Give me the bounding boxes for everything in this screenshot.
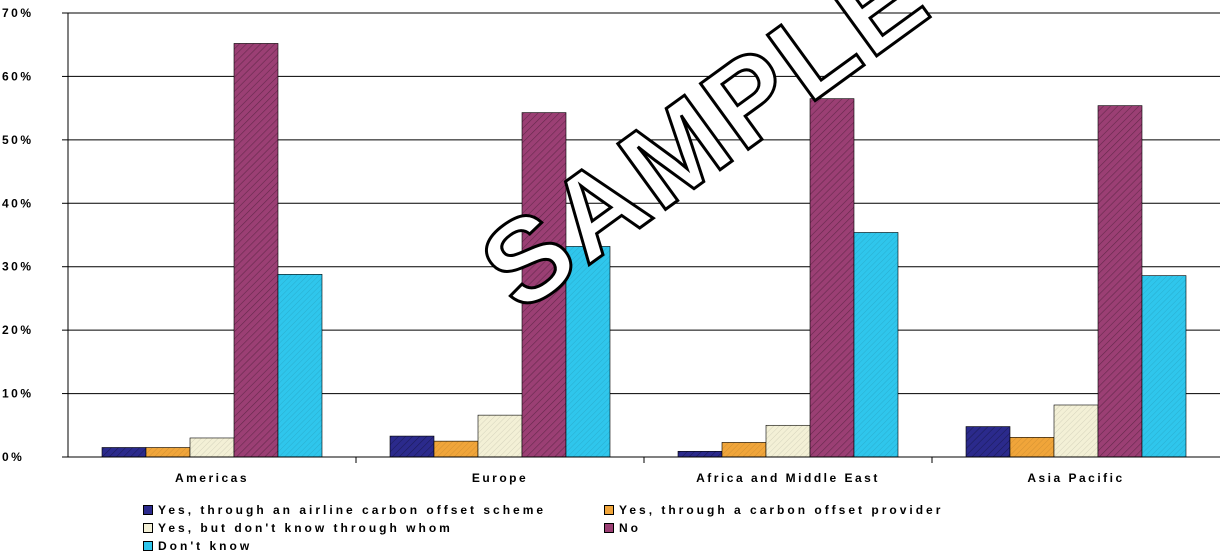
y-tick-label: 70% bbox=[2, 6, 34, 20]
bar-chart: 0% 10% 20% 30% 40% 50% 60% 70% Americas Europe Af… bbox=[2, 0, 1220, 485]
legend-swatch-dont-know bbox=[143, 541, 153, 551]
y-tick-label: 40% bbox=[2, 196, 34, 210]
y-tick-label: 0% bbox=[2, 450, 24, 464]
legend-label-dont-know-whom: Yes, but don't know through whom bbox=[158, 521, 453, 535]
legend-item-offset-provider: Yes, through a carbon offset provider bbox=[604, 503, 943, 517]
bar-asia-pacific-yes-but-don-t-know-through-whom bbox=[1053, 404, 1099, 458]
category-label-africa-and-middle-east: Africa and Middle East bbox=[696, 471, 880, 485]
legend-item-dont-know-whom: Yes, but don't know through whom bbox=[143, 521, 453, 535]
bar-africa-and-middle-east-yes-through-an-airline-carbon-offset-scheme bbox=[677, 450, 723, 458]
legend-swatch-airline-scheme bbox=[143, 505, 153, 515]
bar-americas-no bbox=[233, 43, 279, 458]
legend-swatch-no bbox=[604, 523, 614, 533]
y-tick-label: 20% bbox=[2, 323, 34, 337]
bar-africa-and-middle-east-don-t-know bbox=[853, 232, 899, 458]
legend-item-dont-know: Don't know bbox=[143, 539, 252, 553]
bar-americas-yes-but-don-t-know-through-whom bbox=[189, 437, 235, 458]
bar-europe-yes-through-a-carbon-offset-provider bbox=[433, 440, 479, 458]
bar-americas-don-t-know bbox=[277, 274, 323, 458]
legend-label-offset-provider: Yes, through a carbon offset provider bbox=[619, 503, 944, 517]
legend-label-airline-scheme: Yes, through an airline carbon offset sc… bbox=[158, 503, 547, 517]
legend-row-2: Yes, but don't know through whom No bbox=[143, 521, 1103, 539]
axes bbox=[67, 13, 1220, 458]
legend-row-1: Yes, through an airline carbon offset sc… bbox=[143, 503, 1103, 521]
legend: Yes, through an airline carbon offset sc… bbox=[143, 503, 1103, 557]
y-tick-label: 50% bbox=[2, 133, 34, 147]
legend-row-3: Don't know bbox=[143, 539, 1103, 557]
legend-label-no: No bbox=[619, 521, 641, 535]
bar-asia-pacific-don-t-know bbox=[1141, 275, 1187, 458]
legend-swatch-dont-know-whom bbox=[143, 523, 153, 533]
legend-item-airline-scheme: Yes, through an airline carbon offset sc… bbox=[143, 503, 546, 517]
legend-item-no: No bbox=[604, 521, 641, 535]
category-label-asia-pacific: Asia Pacific bbox=[1027, 471, 1124, 485]
bar-europe-yes-but-don-t-know-through-whom bbox=[477, 414, 523, 458]
category-labels: Americas Europe Africa and Middle East Asia… bbox=[175, 471, 1124, 485]
y-tick-label: 10% bbox=[2, 387, 34, 401]
bar-asia-pacific-yes-through-an-airline-carbon-offset-scheme bbox=[965, 426, 1011, 458]
legend-swatch-offset-provider bbox=[604, 505, 614, 515]
bar-africa-and-middle-east-no bbox=[809, 98, 855, 458]
bar-asia-pacific-no bbox=[1097, 105, 1143, 458]
bar-africa-and-middle-east-yes-but-don-t-know-through-whom bbox=[765, 424, 811, 458]
bar-africa-and-middle-east-yes-through-a-carbon-offset-provider bbox=[721, 442, 767, 458]
bar-americas-yes-through-a-carbon-offset-provider bbox=[145, 447, 191, 458]
y-tick-labels: 0% 10% 20% 30% 40% 50% 60% 70% bbox=[2, 6, 34, 464]
y-tick-label: 60% bbox=[2, 69, 34, 83]
bar-europe-yes-through-an-airline-carbon-offset-scheme bbox=[389, 435, 435, 458]
legend-label-dont-know: Don't know bbox=[158, 539, 253, 553]
bar-americas-yes-through-an-airline-carbon-offset-scheme bbox=[101, 447, 147, 458]
category-label-europe: Europe bbox=[472, 471, 528, 485]
y-tick-label: 30% bbox=[2, 260, 34, 274]
category-label-americas: Americas bbox=[175, 471, 249, 485]
bar-asia-pacific-yes-through-a-carbon-offset-provider bbox=[1009, 437, 1055, 458]
